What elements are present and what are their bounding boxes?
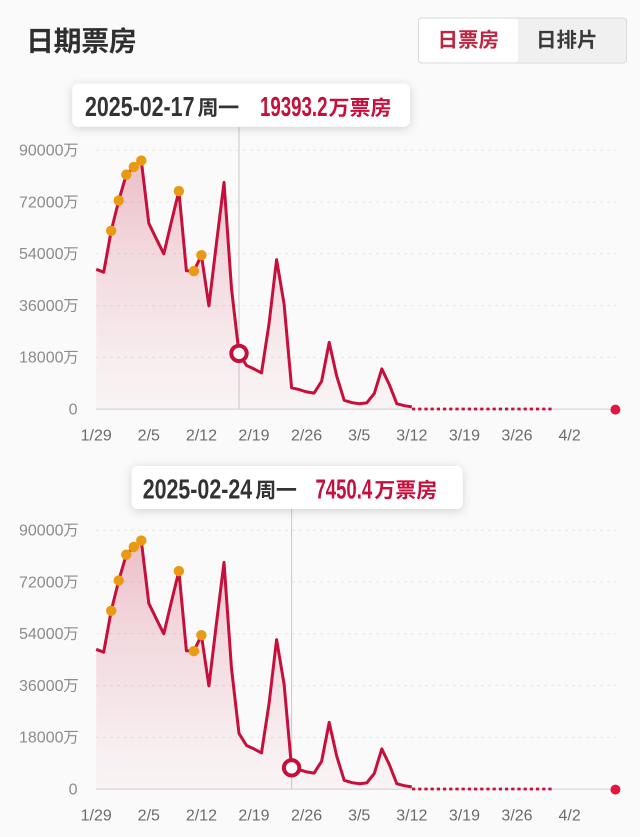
svg-text:2/5: 2/5 (138, 428, 160, 445)
svg-text:1/29: 1/29 (81, 808, 112, 825)
svg-text:2/19: 2/19 (238, 428, 269, 445)
svg-text:4/2: 4/2 (558, 428, 580, 445)
svg-text:2/5: 2/5 (138, 808, 160, 825)
svg-text:3/5: 3/5 (348, 808, 370, 825)
svg-text:3/19: 3/19 (449, 808, 480, 825)
svg-text:0: 0 (69, 402, 78, 419)
svg-text:4/2: 4/2 (558, 808, 580, 825)
svg-text:36000: 36000 (19, 678, 64, 695)
svg-text:54000: 54000 (19, 626, 64, 643)
svg-text:18000: 18000 (19, 730, 64, 747)
svg-text:2/19: 2/19 (238, 808, 269, 825)
svg-text:3/5: 3/5 (348, 428, 370, 445)
svg-text:36000: 36000 (19, 298, 64, 315)
svg-text:90000: 90000 (19, 523, 64, 540)
svg-text:19393.2: 19393.2 (260, 91, 328, 122)
svg-text:2025-02-24: 2025-02-24 (143, 474, 253, 505)
svg-text:3/19: 3/19 (449, 428, 480, 445)
svg-text:90000: 90000 (19, 143, 64, 160)
svg-text:18000: 18000 (19, 350, 64, 367)
svg-text:72000: 72000 (19, 574, 64, 591)
svg-text:3/12: 3/12 (396, 808, 427, 825)
svg-text:2/12: 2/12 (186, 808, 217, 825)
svg-text:54000: 54000 (19, 246, 64, 263)
svg-text:7450.4: 7450.4 (316, 474, 373, 505)
svg-text:2/26: 2/26 (291, 808, 322, 825)
svg-text:3/26: 3/26 (501, 808, 532, 825)
svg-text:2/26: 2/26 (291, 428, 322, 445)
svg-text:2025-02-17: 2025-02-17 (85, 91, 195, 122)
svg-text:0: 0 (69, 782, 78, 799)
svg-text:1/29: 1/29 (81, 428, 112, 445)
svg-text:3/12: 3/12 (396, 428, 427, 445)
svg-text:3/26: 3/26 (501, 428, 532, 445)
svg-text:2/12: 2/12 (186, 428, 217, 445)
svg-text:72000: 72000 (19, 194, 64, 211)
